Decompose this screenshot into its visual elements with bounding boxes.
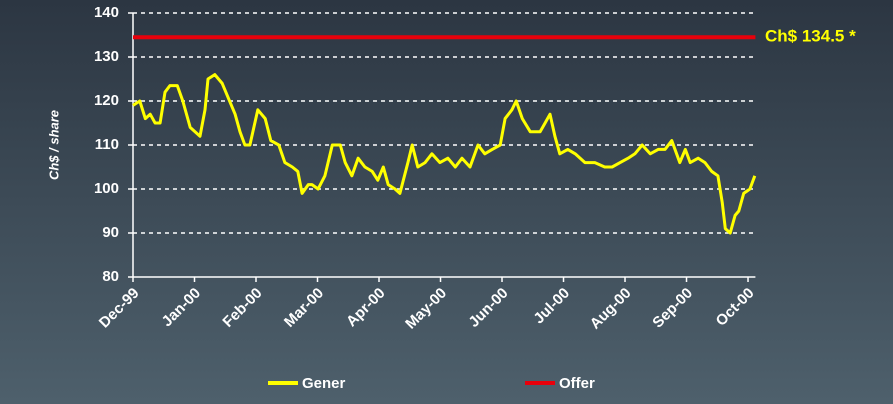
y-tick-label: 140 (94, 4, 119, 21)
legend-label: Offer (559, 375, 595, 392)
y-tick-label: 80 (102, 268, 119, 285)
y-tick-label: 130 (94, 48, 119, 65)
legend-label: Gener (302, 375, 346, 392)
y-tick-label: 100 (94, 180, 119, 197)
line-0 (132, 73, 757, 235)
y-tick-label: 90 (102, 224, 119, 241)
y-axis-label: Ch$ / share (46, 110, 61, 180)
y-tick-label: 110 (95, 136, 119, 153)
y-tick-label: 120 (94, 92, 119, 109)
annotation: Ch$ 134.5 * (765, 27, 856, 46)
